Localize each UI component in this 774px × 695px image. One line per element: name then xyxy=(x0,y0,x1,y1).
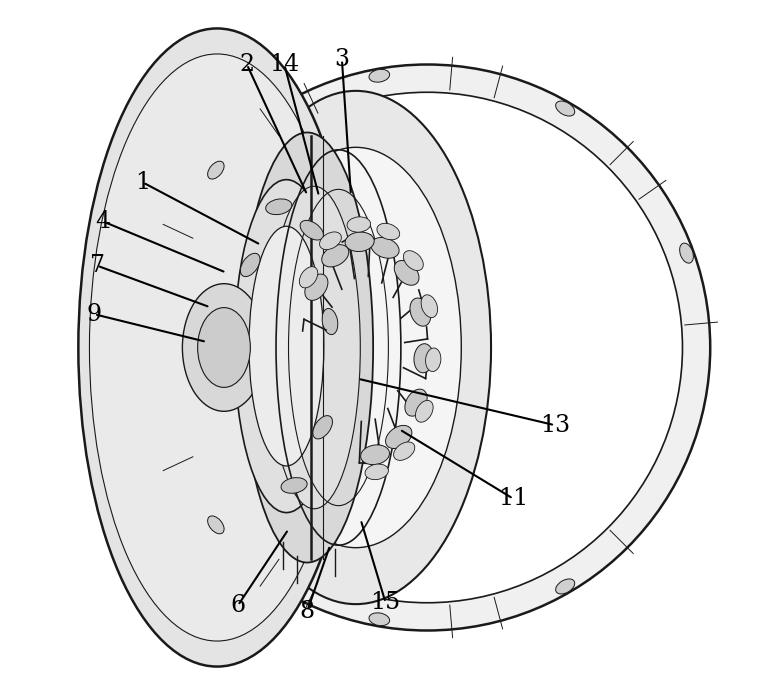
Ellipse shape xyxy=(90,54,344,641)
Ellipse shape xyxy=(365,464,389,480)
Ellipse shape xyxy=(183,284,265,411)
Circle shape xyxy=(172,92,683,603)
Text: 9: 9 xyxy=(87,303,102,326)
Ellipse shape xyxy=(197,308,250,387)
Text: 6: 6 xyxy=(231,594,245,617)
Ellipse shape xyxy=(377,223,399,240)
Text: 4: 4 xyxy=(95,210,110,233)
Ellipse shape xyxy=(361,445,389,465)
Ellipse shape xyxy=(207,161,224,179)
Ellipse shape xyxy=(421,295,437,318)
Text: 1: 1 xyxy=(135,171,150,194)
Ellipse shape xyxy=(680,243,694,263)
Ellipse shape xyxy=(305,274,328,300)
Ellipse shape xyxy=(345,232,374,252)
Ellipse shape xyxy=(249,227,324,466)
Ellipse shape xyxy=(268,186,360,509)
Ellipse shape xyxy=(300,267,318,288)
Text: 14: 14 xyxy=(269,53,300,76)
Text: 2: 2 xyxy=(239,53,255,76)
Ellipse shape xyxy=(322,309,337,334)
Ellipse shape xyxy=(385,425,412,448)
Ellipse shape xyxy=(78,28,356,667)
Ellipse shape xyxy=(426,348,441,372)
Ellipse shape xyxy=(207,516,224,534)
Ellipse shape xyxy=(405,389,427,416)
Ellipse shape xyxy=(241,253,260,277)
Ellipse shape xyxy=(556,101,575,116)
Ellipse shape xyxy=(410,298,431,326)
Ellipse shape xyxy=(313,416,333,439)
Ellipse shape xyxy=(347,217,371,232)
Text: 15: 15 xyxy=(371,591,401,614)
Ellipse shape xyxy=(556,579,575,594)
Ellipse shape xyxy=(394,261,419,285)
Ellipse shape xyxy=(322,245,349,267)
Text: 8: 8 xyxy=(300,600,315,623)
Ellipse shape xyxy=(221,91,491,604)
Text: 13: 13 xyxy=(539,414,570,436)
Text: 11: 11 xyxy=(498,487,529,510)
Ellipse shape xyxy=(369,613,389,626)
Ellipse shape xyxy=(241,133,373,562)
Ellipse shape xyxy=(281,477,307,493)
Ellipse shape xyxy=(250,147,461,548)
Ellipse shape xyxy=(369,70,389,82)
Ellipse shape xyxy=(265,199,292,215)
Text: 3: 3 xyxy=(334,48,349,71)
Ellipse shape xyxy=(414,344,433,373)
Ellipse shape xyxy=(403,251,423,270)
Ellipse shape xyxy=(394,442,415,460)
Text: 7: 7 xyxy=(90,254,104,277)
Ellipse shape xyxy=(235,179,338,513)
Ellipse shape xyxy=(416,400,433,423)
Circle shape xyxy=(144,65,711,630)
Ellipse shape xyxy=(320,232,341,250)
Ellipse shape xyxy=(371,238,399,259)
Ellipse shape xyxy=(300,220,324,240)
